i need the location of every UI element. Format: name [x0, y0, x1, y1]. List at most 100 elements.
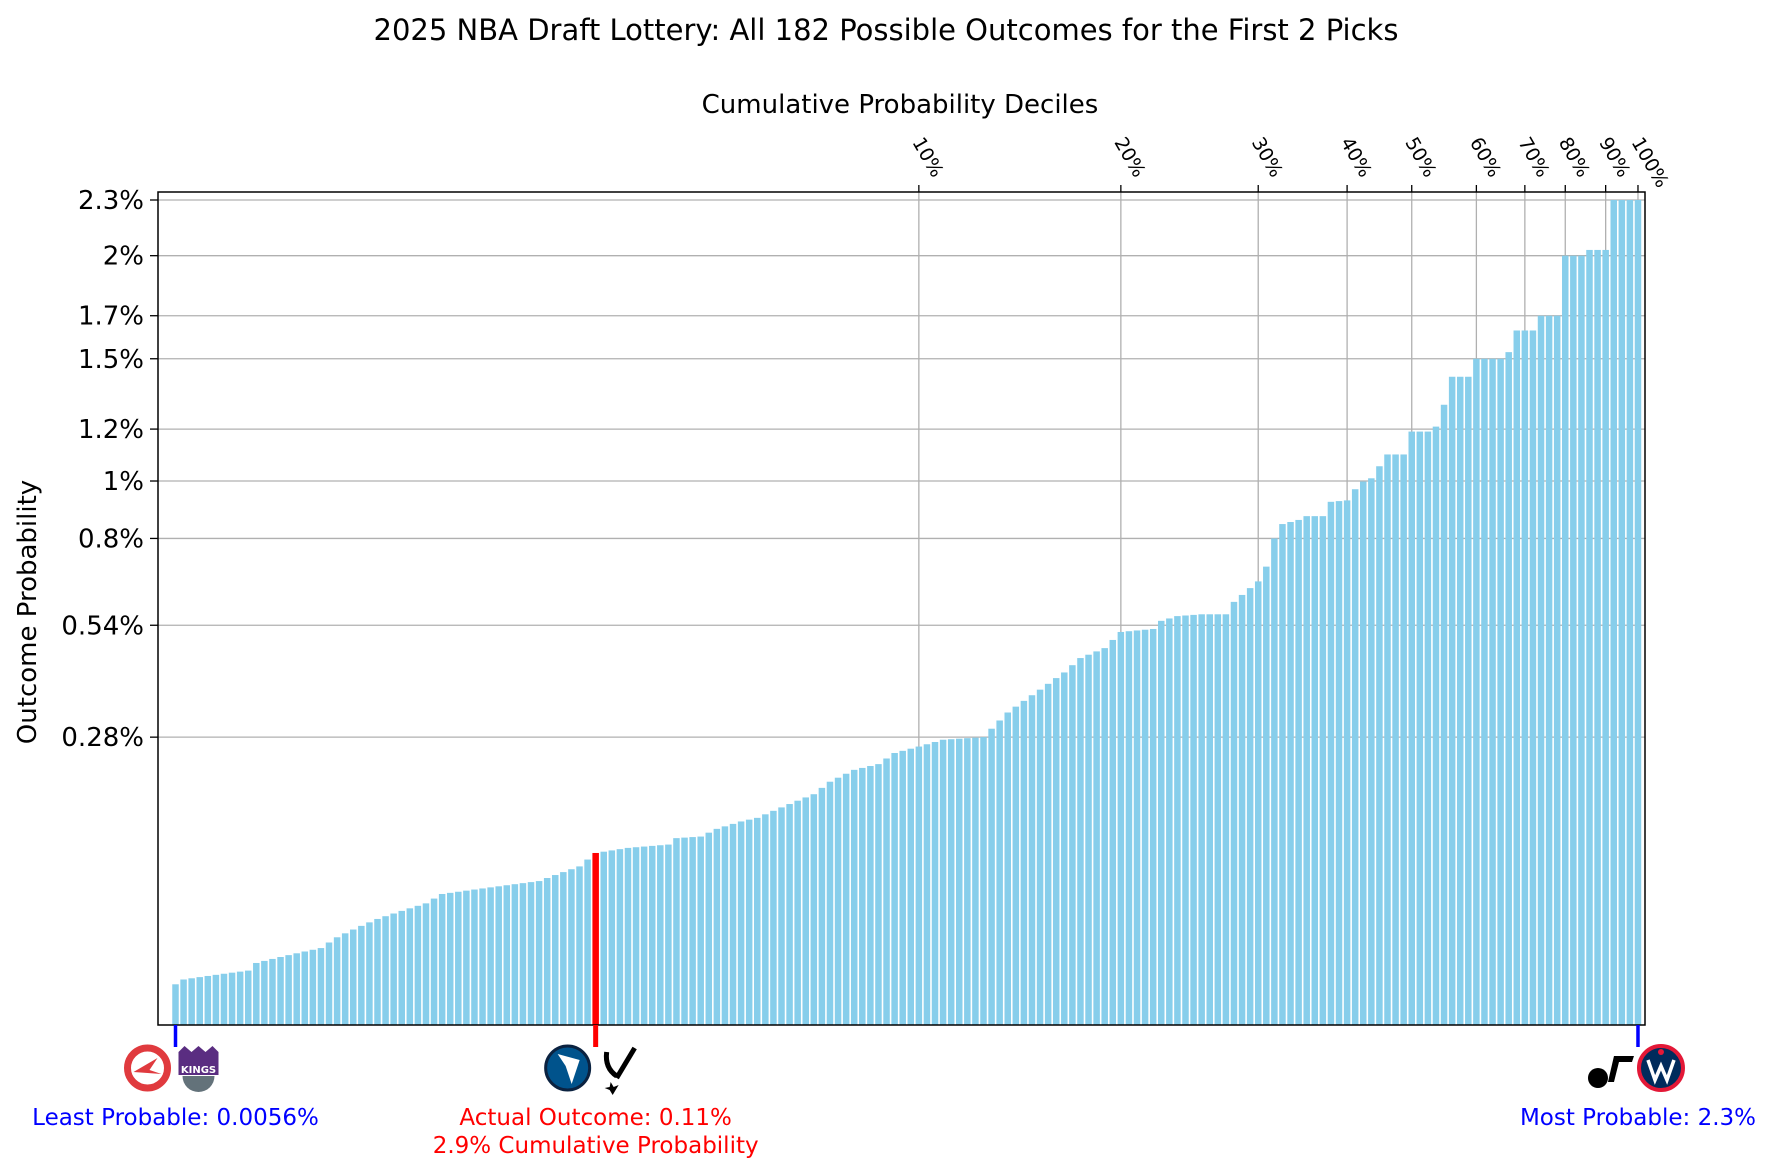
bar [1085, 654, 1092, 1025]
bar [1052, 678, 1060, 1025]
bar [1545, 315, 1553, 1026]
bar [1400, 454, 1407, 1026]
bar [487, 887, 494, 1025]
spurs-logo-icon [603, 1046, 637, 1095]
y-axis-ticks: 0.28% 0.54% 0.8% 1% 1.2% 1.5% 1.7% 2% 2.3% [61, 186, 158, 753]
bar [1303, 516, 1310, 1025]
bar [1440, 404, 1448, 1026]
bar [1279, 524, 1286, 1025]
bar [834, 777, 842, 1025]
bar [891, 753, 898, 1025]
bar [341, 933, 349, 1025]
bar [624, 847, 632, 1025]
bar [1028, 695, 1036, 1025]
bar [850, 769, 858, 1025]
bar [1602, 249, 1609, 1026]
jazz-logo-icon [1587, 1056, 1634, 1088]
bar [374, 918, 381, 1025]
bar [778, 807, 785, 1025]
bar [1384, 454, 1391, 1026]
bar [576, 866, 583, 1025]
bar [1133, 630, 1141, 1025]
bar [333, 937, 341, 1025]
bar [479, 888, 486, 1025]
bar [681, 837, 688, 1025]
bar [810, 794, 818, 1025]
bar [964, 738, 971, 1025]
bar [1061, 672, 1068, 1025]
bar [350, 929, 357, 1025]
bar [1634, 200, 1642, 1025]
bar [228, 972, 236, 1025]
bar [875, 764, 882, 1025]
bar [826, 781, 834, 1025]
y-tick-label: 1.5% [78, 345, 144, 375]
bar [244, 970, 252, 1025]
bar [188, 978, 195, 1025]
bar [1149, 628, 1157, 1025]
bar [1271, 538, 1278, 1025]
bar [1497, 358, 1504, 1025]
bar [1578, 255, 1585, 1025]
bar [196, 977, 203, 1025]
bar [1166, 618, 1173, 1025]
marker-sublabel: 2.9% Cumulative Probability [433, 1133, 759, 1159]
decile-label: 10% [908, 134, 948, 182]
bar [1101, 648, 1108, 1025]
bar [1473, 358, 1480, 1025]
bar [1141, 629, 1149, 1025]
y-tick-label: 2.3% [78, 186, 144, 216]
kings-logo-icon: KINGS [178, 1046, 219, 1092]
bar [1230, 601, 1238, 1025]
decile-label: 90% [1594, 134, 1634, 182]
bar [665, 844, 672, 1025]
bar [899, 750, 906, 1025]
bar [180, 979, 187, 1025]
bar [511, 884, 519, 1025]
bar [1327, 501, 1335, 1025]
bar [1158, 620, 1165, 1025]
bar [527, 882, 535, 1025]
bar [1416, 431, 1424, 1025]
chart-title: 2025 NBA Draft Lottery: All 182 Possible… [374, 13, 1399, 47]
bar [608, 850, 616, 1025]
bar [584, 859, 591, 1025]
bar [414, 905, 422, 1025]
bar [1319, 516, 1327, 1025]
bar [366, 922, 373, 1025]
bar [632, 847, 640, 1025]
bar [931, 741, 939, 1025]
bar [1360, 481, 1367, 1025]
bar [495, 886, 502, 1025]
bar [1077, 658, 1084, 1025]
decile-label: 20% [1110, 134, 1150, 182]
bar [1069, 665, 1076, 1025]
bar [1432, 426, 1440, 1026]
bar [1222, 614, 1230, 1025]
bar [253, 962, 260, 1025]
bar [947, 739, 955, 1025]
bar [867, 766, 874, 1025]
bar [455, 891, 462, 1025]
bar [1246, 588, 1254, 1025]
bar [317, 948, 325, 1025]
bar [939, 739, 947, 1025]
bar [1626, 200, 1634, 1025]
bar [883, 758, 890, 1025]
bar [212, 974, 220, 1025]
bar [923, 744, 931, 1025]
y-tick-label: 1.2% [78, 415, 144, 445]
bar [802, 797, 809, 1025]
bar [600, 851, 607, 1025]
bar [745, 819, 753, 1025]
bar [697, 836, 704, 1025]
bar [956, 738, 963, 1025]
bar [1206, 614, 1213, 1025]
bar [422, 903, 430, 1025]
bar [1570, 255, 1577, 1025]
bar [1489, 358, 1496, 1025]
y-axis-label: Outcome Probability [13, 480, 43, 744]
bar [1044, 683, 1052, 1025]
bar [737, 821, 745, 1025]
bar [358, 925, 365, 1025]
